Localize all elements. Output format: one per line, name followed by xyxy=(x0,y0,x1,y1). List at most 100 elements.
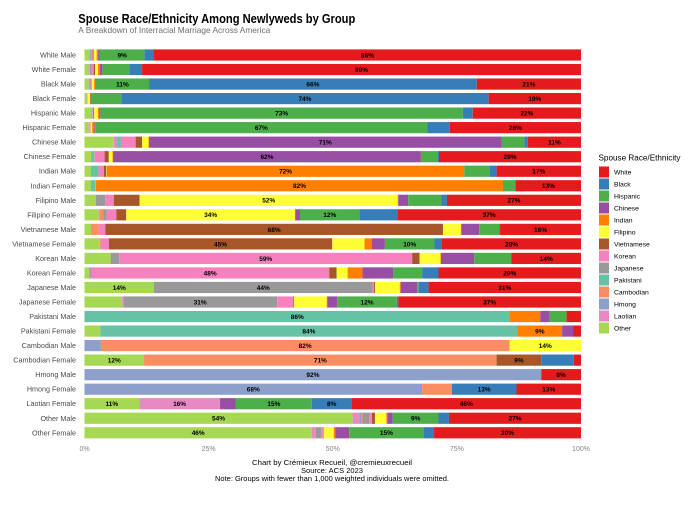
svg-text:71%: 71% xyxy=(314,358,327,365)
svg-text:Spouse Race/Ethnicity Among Ne: Spouse Race/Ethnicity Among Newlyweds by… xyxy=(78,11,355,26)
svg-text:14%: 14% xyxy=(113,285,126,292)
svg-text:0%: 0% xyxy=(79,446,89,453)
svg-text:28%: 28% xyxy=(505,241,518,248)
svg-text:12%: 12% xyxy=(361,299,374,306)
svg-text:48%: 48% xyxy=(204,270,217,277)
svg-text:92%: 92% xyxy=(306,372,319,379)
svg-text:Hmong Male: Hmong Male xyxy=(35,370,76,379)
svg-text:16%: 16% xyxy=(173,401,186,408)
svg-text:Filipino Female: Filipino Female xyxy=(27,210,76,219)
svg-text:Filipino Male: Filipino Male xyxy=(36,196,76,205)
svg-text:Chinese Male: Chinese Male xyxy=(32,138,76,147)
svg-text:11%: 11% xyxy=(105,401,118,408)
svg-text:74%: 74% xyxy=(298,96,311,103)
svg-text:Cambodian: Cambodian xyxy=(614,290,649,297)
svg-text:Filipino: Filipino xyxy=(614,230,636,237)
svg-text:100%: 100% xyxy=(572,446,590,453)
svg-text:44%: 44% xyxy=(257,285,270,292)
svg-text:Hispanic Male: Hispanic Male xyxy=(31,109,76,118)
svg-text:14%: 14% xyxy=(540,256,553,263)
svg-text:82%: 82% xyxy=(299,343,312,350)
svg-text:Spouse Race/Ethnicity: Spouse Race/Ethnicity xyxy=(599,154,681,163)
svg-text:13%: 13% xyxy=(542,183,555,190)
svg-text:12%: 12% xyxy=(108,358,121,365)
svg-text:14%: 14% xyxy=(539,343,552,350)
svg-text:Hmong: Hmong xyxy=(614,302,636,309)
svg-text:86%: 86% xyxy=(361,52,374,59)
svg-text:29%: 29% xyxy=(503,154,516,161)
svg-text:Black Female: Black Female xyxy=(32,94,76,103)
svg-text:45%: 45% xyxy=(214,241,227,248)
svg-text:82%: 82% xyxy=(293,183,306,190)
svg-text:Laotian: Laotian xyxy=(614,314,637,321)
svg-text:46%: 46% xyxy=(460,401,473,408)
svg-text:9%: 9% xyxy=(535,328,545,335)
svg-text:Laotian Female: Laotian Female xyxy=(26,399,76,408)
svg-text:29%: 29% xyxy=(503,270,516,277)
svg-text:Pakistani Female: Pakistani Female xyxy=(21,327,76,336)
svg-text:Other Male: Other Male xyxy=(40,414,76,423)
svg-text:Cambodian Male: Cambodian Male xyxy=(22,341,76,350)
svg-text:46%: 46% xyxy=(192,430,205,437)
svg-text:86%: 86% xyxy=(291,314,304,321)
svg-text:9%: 9% xyxy=(118,52,128,59)
svg-text:30%: 30% xyxy=(501,430,514,437)
svg-text:84%: 84% xyxy=(302,328,315,335)
svg-text:Indian: Indian xyxy=(614,218,633,225)
svg-text:68%: 68% xyxy=(247,387,260,394)
svg-text:15%: 15% xyxy=(380,430,393,437)
svg-text:Korean Male: Korean Male xyxy=(35,254,76,263)
svg-text:73%: 73% xyxy=(275,111,288,118)
svg-text:Vietnamese Male: Vietnamese Male xyxy=(21,225,76,234)
svg-text:Cambodian Female: Cambodian Female xyxy=(13,356,76,365)
svg-text:11%: 11% xyxy=(548,140,561,147)
svg-text:34%: 34% xyxy=(204,212,217,219)
svg-text:27%: 27% xyxy=(508,416,521,423)
svg-text:25%: 25% xyxy=(202,446,216,453)
svg-text:11%: 11% xyxy=(116,81,129,88)
svg-text:8%: 8% xyxy=(327,401,337,408)
svg-text:62%: 62% xyxy=(260,154,273,161)
svg-text:31%: 31% xyxy=(194,299,207,306)
svg-text:50%: 50% xyxy=(326,446,340,453)
svg-text:9%: 9% xyxy=(514,358,524,365)
svg-text:68%: 68% xyxy=(268,227,281,234)
svg-text:71%: 71% xyxy=(319,140,332,147)
svg-text:Vietnamese: Vietnamese xyxy=(614,242,650,249)
svg-text:Black: Black xyxy=(614,182,631,189)
svg-text:9%: 9% xyxy=(411,416,421,423)
svg-text:54%: 54% xyxy=(212,416,225,423)
svg-text:Chinese Female: Chinese Female xyxy=(24,152,76,161)
svg-text:8%: 8% xyxy=(556,372,566,379)
svg-text:Chinese: Chinese xyxy=(614,206,639,213)
svg-text:Japanese Male: Japanese Male xyxy=(27,283,76,292)
svg-text:Japanese: Japanese xyxy=(614,266,644,273)
svg-text:Other: Other xyxy=(614,326,632,333)
svg-text:66%: 66% xyxy=(306,81,319,88)
svg-text:17%: 17% xyxy=(532,169,545,176)
svg-text:Black Male: Black Male xyxy=(41,80,76,89)
svg-text:15%: 15% xyxy=(267,401,280,408)
svg-text:16%: 16% xyxy=(534,227,547,234)
svg-text:12%: 12% xyxy=(323,212,336,219)
svg-text:22%: 22% xyxy=(520,111,533,118)
svg-text:21%: 21% xyxy=(522,81,535,88)
svg-text:27%: 27% xyxy=(507,198,520,205)
svg-text:19%: 19% xyxy=(528,96,541,103)
svg-text:37%: 37% xyxy=(483,212,496,219)
svg-text:Pakistani: Pakistani xyxy=(614,278,642,285)
svg-text:26%: 26% xyxy=(509,125,522,132)
svg-text:72%: 72% xyxy=(279,169,292,176)
svg-text:10%: 10% xyxy=(403,241,416,248)
svg-text:Korean Female: Korean Female xyxy=(27,268,76,277)
svg-text:Indian Female: Indian Female xyxy=(30,181,76,190)
svg-text:Hispanic: Hispanic xyxy=(614,194,641,201)
svg-text:Pakistani Male: Pakistani Male xyxy=(29,312,76,321)
svg-text:Vietnamese Female: Vietnamese Female xyxy=(12,239,76,248)
svg-text:37%: 37% xyxy=(483,299,496,306)
svg-text:Other Female: Other Female xyxy=(32,428,76,437)
svg-text:Korean: Korean xyxy=(614,254,636,261)
svg-text:52%: 52% xyxy=(262,198,275,205)
svg-text:Hmong Female: Hmong Female xyxy=(27,385,76,394)
svg-text:White Male: White Male xyxy=(40,51,76,60)
